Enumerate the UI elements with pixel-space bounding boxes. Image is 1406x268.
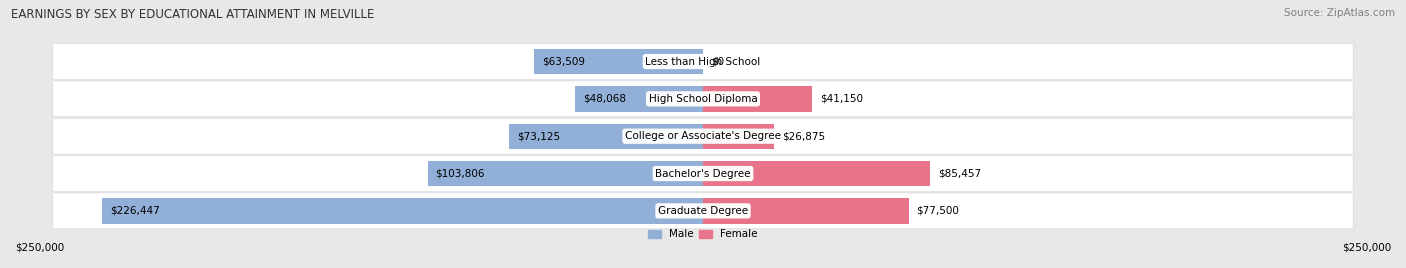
Text: Graduate Degree: Graduate Degree (658, 206, 748, 216)
Bar (427, 161, 703, 186)
Text: $77,500: $77,500 (917, 206, 959, 216)
Text: Source: ZipAtlas.com: Source: ZipAtlas.com (1284, 8, 1395, 18)
Text: $48,068: $48,068 (583, 94, 627, 104)
Legend: Male, Female: Male, Female (644, 225, 762, 244)
Text: College or Associate's Degree: College or Associate's Degree (626, 131, 780, 141)
Bar (534, 49, 703, 74)
Bar (103, 198, 703, 224)
FancyBboxPatch shape (53, 81, 1353, 117)
Text: $103,806: $103,806 (436, 169, 485, 178)
Text: $73,125: $73,125 (517, 131, 560, 141)
Bar (575, 86, 703, 111)
Text: Less than High School: Less than High School (645, 57, 761, 66)
Bar (703, 161, 929, 186)
FancyBboxPatch shape (53, 44, 1353, 79)
Text: EARNINGS BY SEX BY EDUCATIONAL ATTAINMENT IN MELVILLE: EARNINGS BY SEX BY EDUCATIONAL ATTAINMEN… (11, 8, 374, 21)
FancyBboxPatch shape (53, 193, 1353, 229)
Text: $85,457: $85,457 (938, 169, 981, 178)
Bar (703, 124, 775, 149)
Bar (703, 198, 908, 224)
Text: $63,509: $63,509 (543, 57, 585, 66)
Text: High School Diploma: High School Diploma (648, 94, 758, 104)
Text: $226,447: $226,447 (110, 206, 160, 216)
Bar (509, 124, 703, 149)
FancyBboxPatch shape (53, 156, 1353, 191)
Text: $41,150: $41,150 (820, 94, 863, 104)
FancyBboxPatch shape (53, 118, 1353, 154)
Text: $26,875: $26,875 (782, 131, 825, 141)
Text: Bachelor's Degree: Bachelor's Degree (655, 169, 751, 178)
Bar (703, 86, 813, 111)
Text: $0: $0 (711, 57, 724, 66)
